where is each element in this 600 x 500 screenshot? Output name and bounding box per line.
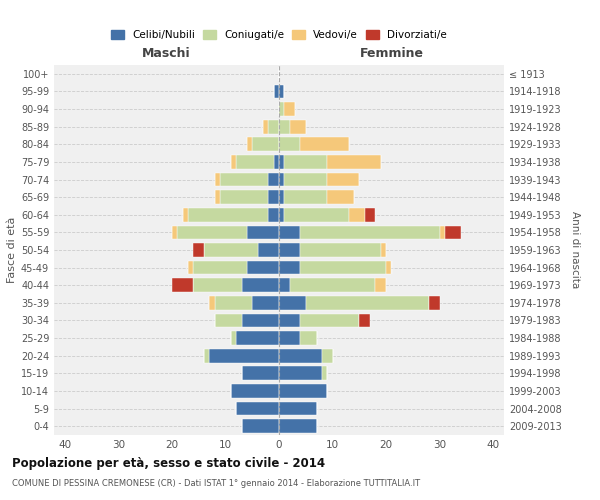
Bar bbox=[215, 172, 220, 186]
Bar bbox=[284, 155, 327, 169]
Bar bbox=[252, 138, 279, 151]
Bar bbox=[279, 155, 284, 169]
Bar bbox=[215, 314, 241, 328]
Bar bbox=[279, 172, 284, 186]
Bar bbox=[279, 278, 290, 292]
Bar bbox=[220, 190, 268, 204]
Bar bbox=[327, 172, 359, 186]
Bar bbox=[220, 172, 268, 186]
Bar bbox=[301, 138, 349, 151]
Bar bbox=[215, 296, 252, 310]
Legend: Celibi/Nubili, Coniugati/e, Vedovi/e, Divorziati/e: Celibi/Nubili, Coniugati/e, Vedovi/e, Di… bbox=[107, 26, 451, 44]
Bar bbox=[327, 190, 354, 204]
Bar bbox=[172, 278, 193, 292]
Bar bbox=[182, 208, 188, 222]
Y-axis label: Anni di nascita: Anni di nascita bbox=[570, 212, 580, 288]
Bar bbox=[193, 260, 247, 274]
Bar bbox=[279, 190, 284, 204]
Bar bbox=[279, 402, 317, 415]
Bar bbox=[231, 384, 279, 398]
Bar bbox=[279, 314, 301, 328]
Bar bbox=[274, 84, 279, 98]
Bar bbox=[236, 402, 279, 415]
Bar bbox=[279, 138, 301, 151]
Text: Popolazione per età, sesso e stato civile - 2014: Popolazione per età, sesso e stato civil… bbox=[12, 458, 325, 470]
Bar bbox=[279, 349, 322, 362]
Bar bbox=[322, 349, 332, 362]
Bar bbox=[268, 172, 279, 186]
Bar bbox=[241, 278, 279, 292]
Bar bbox=[327, 155, 381, 169]
Bar bbox=[241, 366, 279, 380]
Bar bbox=[236, 155, 274, 169]
Bar bbox=[279, 208, 284, 222]
Bar bbox=[257, 243, 279, 257]
Bar bbox=[193, 243, 204, 257]
Bar bbox=[365, 208, 376, 222]
Bar bbox=[231, 331, 236, 345]
Bar bbox=[279, 420, 317, 433]
Bar bbox=[279, 102, 284, 116]
Bar bbox=[236, 331, 279, 345]
Bar bbox=[268, 120, 279, 134]
Bar bbox=[306, 296, 429, 310]
Bar bbox=[247, 138, 252, 151]
Bar bbox=[209, 296, 215, 310]
Bar bbox=[188, 260, 193, 274]
Y-axis label: Fasce di età: Fasce di età bbox=[7, 217, 17, 283]
Bar bbox=[268, 190, 279, 204]
Bar bbox=[301, 314, 359, 328]
Bar bbox=[279, 384, 327, 398]
Bar bbox=[284, 208, 349, 222]
Bar bbox=[284, 102, 295, 116]
Bar bbox=[241, 314, 279, 328]
Bar bbox=[193, 278, 241, 292]
Bar bbox=[279, 120, 290, 134]
Bar bbox=[284, 190, 327, 204]
Bar bbox=[247, 260, 279, 274]
Bar bbox=[279, 84, 284, 98]
Bar bbox=[440, 226, 445, 239]
Text: Femmine: Femmine bbox=[359, 46, 424, 60]
Bar bbox=[301, 226, 440, 239]
Bar bbox=[241, 420, 279, 433]
Bar bbox=[263, 120, 268, 134]
Bar bbox=[279, 331, 301, 345]
Bar bbox=[279, 226, 301, 239]
Bar bbox=[279, 243, 301, 257]
Bar bbox=[177, 226, 247, 239]
Bar bbox=[268, 208, 279, 222]
Text: Maschi: Maschi bbox=[142, 46, 191, 60]
Bar bbox=[188, 208, 268, 222]
Bar bbox=[284, 172, 327, 186]
Bar bbox=[252, 296, 279, 310]
Bar bbox=[209, 349, 279, 362]
Bar bbox=[301, 260, 386, 274]
Bar bbox=[349, 208, 365, 222]
Bar bbox=[301, 243, 381, 257]
Bar bbox=[290, 120, 306, 134]
Bar bbox=[247, 226, 279, 239]
Text: COMUNE DI PESSINA CREMONESE (CR) - Dati ISTAT 1° gennaio 2014 - Elaborazione TUT: COMUNE DI PESSINA CREMONESE (CR) - Dati … bbox=[12, 479, 420, 488]
Bar bbox=[386, 260, 391, 274]
Bar bbox=[376, 278, 386, 292]
Bar bbox=[279, 260, 301, 274]
Bar bbox=[429, 296, 440, 310]
Bar bbox=[274, 155, 279, 169]
Bar bbox=[445, 226, 461, 239]
Bar bbox=[322, 366, 327, 380]
Bar bbox=[231, 155, 236, 169]
Bar bbox=[172, 226, 177, 239]
Bar bbox=[301, 331, 317, 345]
Bar bbox=[359, 314, 370, 328]
Bar bbox=[279, 296, 306, 310]
Bar bbox=[204, 243, 257, 257]
Bar bbox=[381, 243, 386, 257]
Bar bbox=[204, 349, 209, 362]
Bar bbox=[290, 278, 376, 292]
Bar bbox=[279, 366, 322, 380]
Bar bbox=[215, 190, 220, 204]
